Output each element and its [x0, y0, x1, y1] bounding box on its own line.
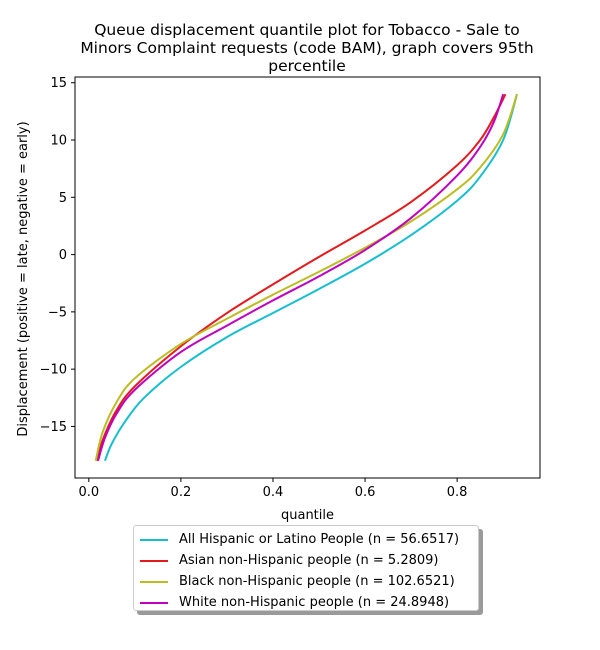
legend-swatch — [140, 559, 168, 562]
x-tick-label: 0.4 — [263, 485, 284, 500]
y-axis-ticks: −15 −10 −5 0 5 10 15 — [40, 76, 75, 435]
x-tick-label: 0.8 — [447, 485, 468, 500]
series-line-2 — [94, 93, 518, 462]
series-line-0 — [103, 93, 518, 462]
legend-swatch — [140, 580, 168, 583]
axes — [74, 76, 541, 479]
legend-label: White non-Hispanic people (n = 24.8948) — [179, 595, 450, 610]
series-lines — [94, 93, 518, 462]
quantile-chart: Queue displacement quantile plot for Tob… — [16, 21, 541, 523]
y-tick-label: 0 — [59, 248, 67, 263]
chart-title: Queue displacement quantile plot for Tob… — [80, 21, 533, 75]
title-line: percentile — [268, 57, 346, 75]
y-tick-label: −10 — [40, 363, 67, 378]
legend-item: Black non-Hispanic people (n = 102.6521) — [134, 571, 478, 592]
y-axis-label: Displacement (positive = late, negative … — [16, 121, 31, 436]
series-line-1 — [96, 93, 507, 462]
x-tick-label: 0.2 — [171, 485, 192, 500]
y-tick-label: 5 — [59, 191, 67, 206]
y-tick-label: 10 — [50, 134, 67, 149]
legend-item: Asian non-Hispanic people (n = 5.2809) — [134, 550, 478, 571]
plot-frame — [74, 76, 541, 479]
legend-label: All Hispanic or Latino People (n = 56.65… — [179, 532, 460, 547]
title-line: Queue displacement quantile plot for Tob… — [94, 21, 520, 39]
legend-label: Asian non-Hispanic people (n = 5.2809) — [179, 553, 439, 568]
y-tick-label: 15 — [50, 76, 67, 91]
y-tick-label: −5 — [48, 305, 67, 320]
y-tick-label: −15 — [40, 420, 67, 435]
legend-swatch — [140, 538, 168, 541]
legend: All Hispanic or Latino People (n = 56.65… — [133, 525, 479, 611]
x-tick-label: 0.6 — [355, 485, 376, 500]
x-tick-label: 0.0 — [78, 485, 99, 500]
series-line-3 — [97, 93, 505, 462]
legend-item: All Hispanic or Latino People (n = 56.65… — [134, 529, 478, 550]
title-line: Minors Complaint requests (code BAM), gr… — [80, 39, 533, 57]
legend-swatch — [140, 601, 168, 604]
x-axis-label: quantile — [281, 508, 334, 523]
legend-item: White non-Hispanic people (n = 24.8948) — [134, 592, 478, 613]
legend-label: Black non-Hispanic people (n = 102.6521) — [179, 574, 455, 589]
x-axis-ticks: 0.0 0.2 0.4 0.6 0.8 — [78, 478, 467, 500]
